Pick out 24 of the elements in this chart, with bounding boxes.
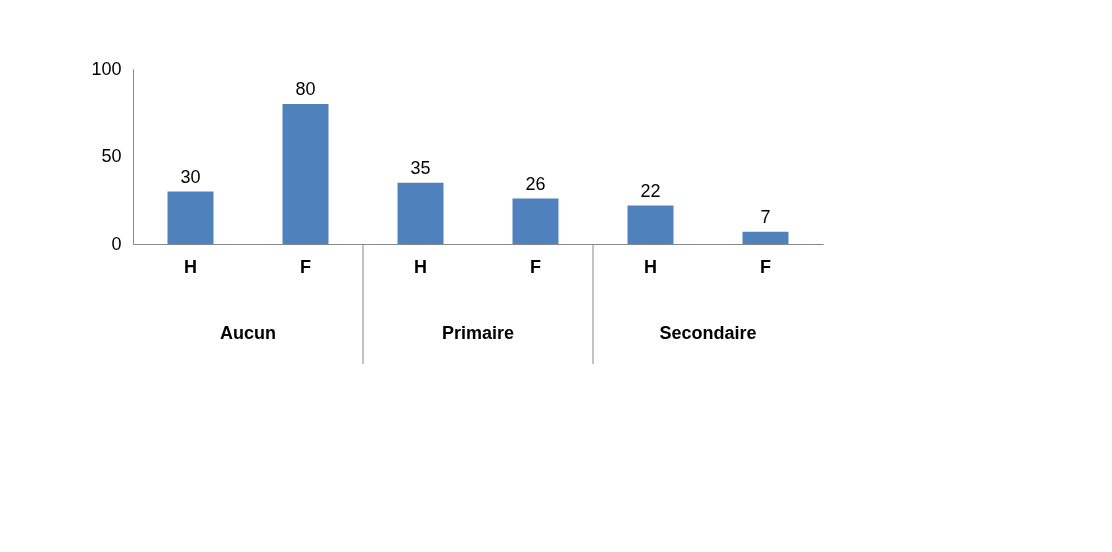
data-label: 30 (180, 166, 201, 187)
bar (742, 231, 789, 244)
x-tick-label: H (414, 256, 427, 277)
x-tick-label: F (300, 256, 311, 277)
data-label: 80 (295, 79, 316, 99)
data-label: 22 (640, 180, 661, 201)
data-label: 7 (760, 206, 771, 227)
bar (627, 205, 674, 244)
y-tick-label: 0 (111, 233, 122, 254)
x-tick-label: H (184, 256, 197, 277)
y-tick-label: 50 (101, 146, 122, 166)
text: Secondaire (659, 323, 757, 343)
text: Aucun (220, 323, 276, 343)
bar (397, 182, 444, 244)
bar (512, 198, 559, 244)
bar (282, 104, 329, 244)
x-tick-label: F (530, 256, 541, 277)
x-tick-label: H (644, 256, 657, 277)
bar (167, 191, 214, 244)
data-label: 35 (410, 157, 431, 178)
text: Primaire (441, 323, 515, 343)
x-tick-label: F (760, 256, 771, 277)
data-label: 26 (525, 173, 546, 194)
y-tick-label: 100 (91, 58, 122, 79)
